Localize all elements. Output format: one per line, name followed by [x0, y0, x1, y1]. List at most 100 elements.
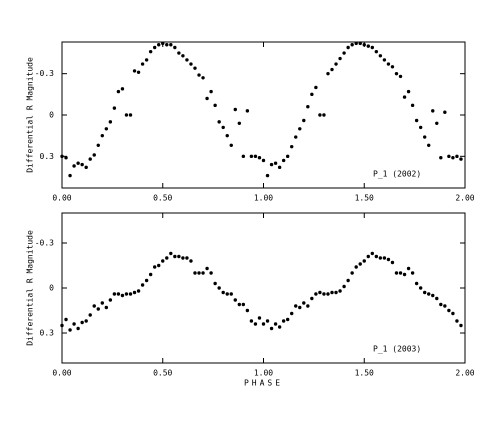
point	[88, 313, 92, 317]
point	[128, 292, 133, 296]
x-tick-label: 2.00	[455, 194, 474, 203]
point	[84, 165, 88, 170]
point	[148, 49, 153, 54]
point	[68, 328, 72, 332]
point	[435, 296, 439, 301]
x-tick-label: 0.00	[52, 194, 71, 203]
point	[253, 154, 258, 159]
point	[273, 161, 278, 165]
point	[221, 125, 225, 130]
point	[418, 286, 423, 290]
point	[181, 54, 185, 58]
point	[221, 290, 225, 295]
point	[173, 254, 177, 259]
point	[249, 154, 254, 159]
point	[181, 256, 185, 260]
point	[402, 95, 407, 99]
plot-frame	[61, 41, 466, 189]
point	[423, 135, 427, 139]
point	[112, 292, 117, 296]
point	[277, 325, 282, 329]
point	[120, 87, 125, 91]
point	[354, 41, 358, 46]
point	[273, 322, 278, 326]
point	[217, 120, 221, 124]
point	[431, 293, 435, 298]
point	[92, 304, 96, 308]
point	[334, 62, 338, 66]
y-tick-label: -0.3	[35, 69, 54, 78]
point	[451, 155, 455, 160]
point	[322, 292, 326, 296]
point	[201, 76, 205, 80]
point	[310, 92, 314, 97]
x-tick-label: 1.50	[355, 194, 374, 203]
point	[152, 265, 157, 269]
point	[406, 266, 411, 271]
point	[189, 259, 193, 263]
y-axis-label: Differential R Magnitude	[26, 57, 35, 173]
point	[459, 323, 463, 328]
point	[132, 290, 137, 295]
point	[148, 272, 153, 277]
point	[189, 62, 193, 66]
point	[290, 311, 294, 316]
point	[350, 43, 354, 47]
point	[342, 284, 346, 289]
point	[370, 45, 375, 50]
point	[431, 109, 435, 113]
point	[124, 292, 129, 296]
point	[366, 254, 370, 259]
point	[112, 106, 117, 110]
point	[410, 103, 415, 108]
point	[378, 256, 383, 260]
point	[350, 271, 354, 275]
y-tick-label: 0.3	[40, 152, 55, 161]
point	[455, 154, 459, 159]
point	[439, 302, 443, 307]
x-tick-label: 2.00	[455, 369, 474, 378]
y-tick-label: 0.3	[40, 329, 55, 338]
point	[72, 164, 76, 168]
point	[161, 259, 165, 263]
x-axis-label: PHASE	[244, 379, 283, 388]
point	[128, 113, 133, 117]
point	[64, 317, 68, 322]
point	[423, 290, 427, 295]
point	[205, 96, 209, 101]
point	[451, 311, 455, 316]
point	[285, 154, 290, 159]
point	[104, 127, 109, 131]
point	[120, 293, 125, 298]
point	[277, 165, 282, 170]
annotation: P_1 (2002)	[373, 170, 421, 179]
point	[318, 290, 322, 295]
y-tick-label: 0	[49, 284, 54, 293]
point	[390, 260, 395, 265]
point	[225, 292, 229, 296]
point	[459, 157, 463, 161]
point	[427, 292, 431, 296]
point	[152, 45, 157, 50]
point	[302, 118, 306, 123]
point	[60, 154, 64, 159]
point	[209, 89, 213, 94]
point	[310, 296, 314, 301]
point	[362, 259, 366, 263]
point	[173, 45, 177, 50]
point	[165, 43, 169, 47]
point	[132, 69, 137, 73]
point	[326, 71, 330, 76]
point	[330, 290, 334, 295]
point	[136, 289, 141, 293]
point	[261, 322, 266, 326]
x-tick-label: 1.50	[355, 369, 374, 378]
point	[80, 162, 84, 167]
point	[306, 105, 310, 109]
point	[358, 262, 362, 266]
point	[281, 158, 286, 163]
point	[269, 162, 274, 167]
point	[418, 125, 423, 130]
point	[136, 70, 141, 75]
point	[249, 319, 254, 323]
